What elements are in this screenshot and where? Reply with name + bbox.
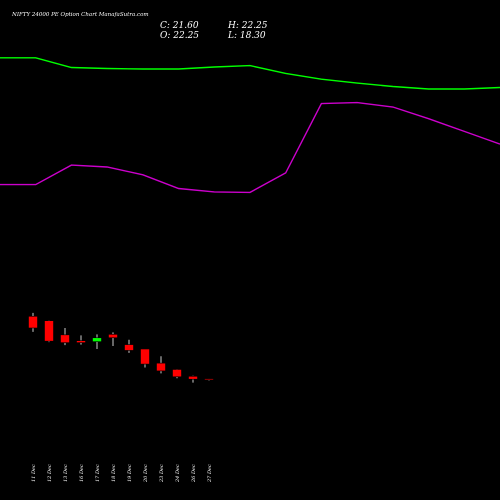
candle-body [172,369,182,378]
x-tick-label: 12 Dec [47,464,53,482]
x-tick-label: 13 Dec [63,464,69,482]
x-tick-label: 17 Dec [95,464,101,482]
candle-body [44,320,54,342]
lower-band-line [0,101,500,194]
candle-body [60,334,70,343]
candle-body [28,315,38,329]
x-tick-label: 20 Dec [143,464,149,483]
high-value: H: 22.25 [227,21,268,31]
candle [60,328,70,346]
candle-body [124,344,134,351]
candle [172,368,182,379]
candle [204,378,214,381]
candle-body [76,340,86,343]
x-tick-label: 16 Dec [79,464,85,482]
candle-body [140,348,150,365]
x-tick-label: 26 Dec [191,464,197,483]
x-tick-label: 27 Dec [207,464,213,483]
candle [156,356,166,374]
candle [28,312,38,332]
candle-body [156,362,166,372]
candle-body [108,334,118,339]
x-tick-label: 24 Dec [175,464,181,483]
candle-body [204,378,214,381]
x-tick-label: 18 Dec [111,464,117,482]
low-value: L: 18.30 [227,31,266,41]
upper-band-line [0,57,500,90]
candle [92,334,102,349]
candle [44,320,54,343]
candle [76,335,86,345]
x-axis-ticks: 11 Dec 12 Dec 13 Dec 16 Dec 17 Dec 18 Dec 19 D… [31,464,213,483]
candle [124,339,134,353]
overlay-lines [0,57,500,194]
close-value: C: 21.60 [160,21,199,31]
candle-body [92,337,102,342]
chart-title: NIFTY 24000 PE Option Chart ManafaSutra.… [11,12,149,18]
candle [188,375,198,383]
x-tick-label: 23 Dec [159,464,165,483]
candles [28,312,214,383]
candle [140,348,150,368]
x-tick-label: 11 Dec [31,464,37,482]
open-value: O: 22.25 [160,31,199,41]
candle-body [188,375,198,380]
candle [108,332,118,347]
x-tick-label: 19 Dec [127,464,133,482]
